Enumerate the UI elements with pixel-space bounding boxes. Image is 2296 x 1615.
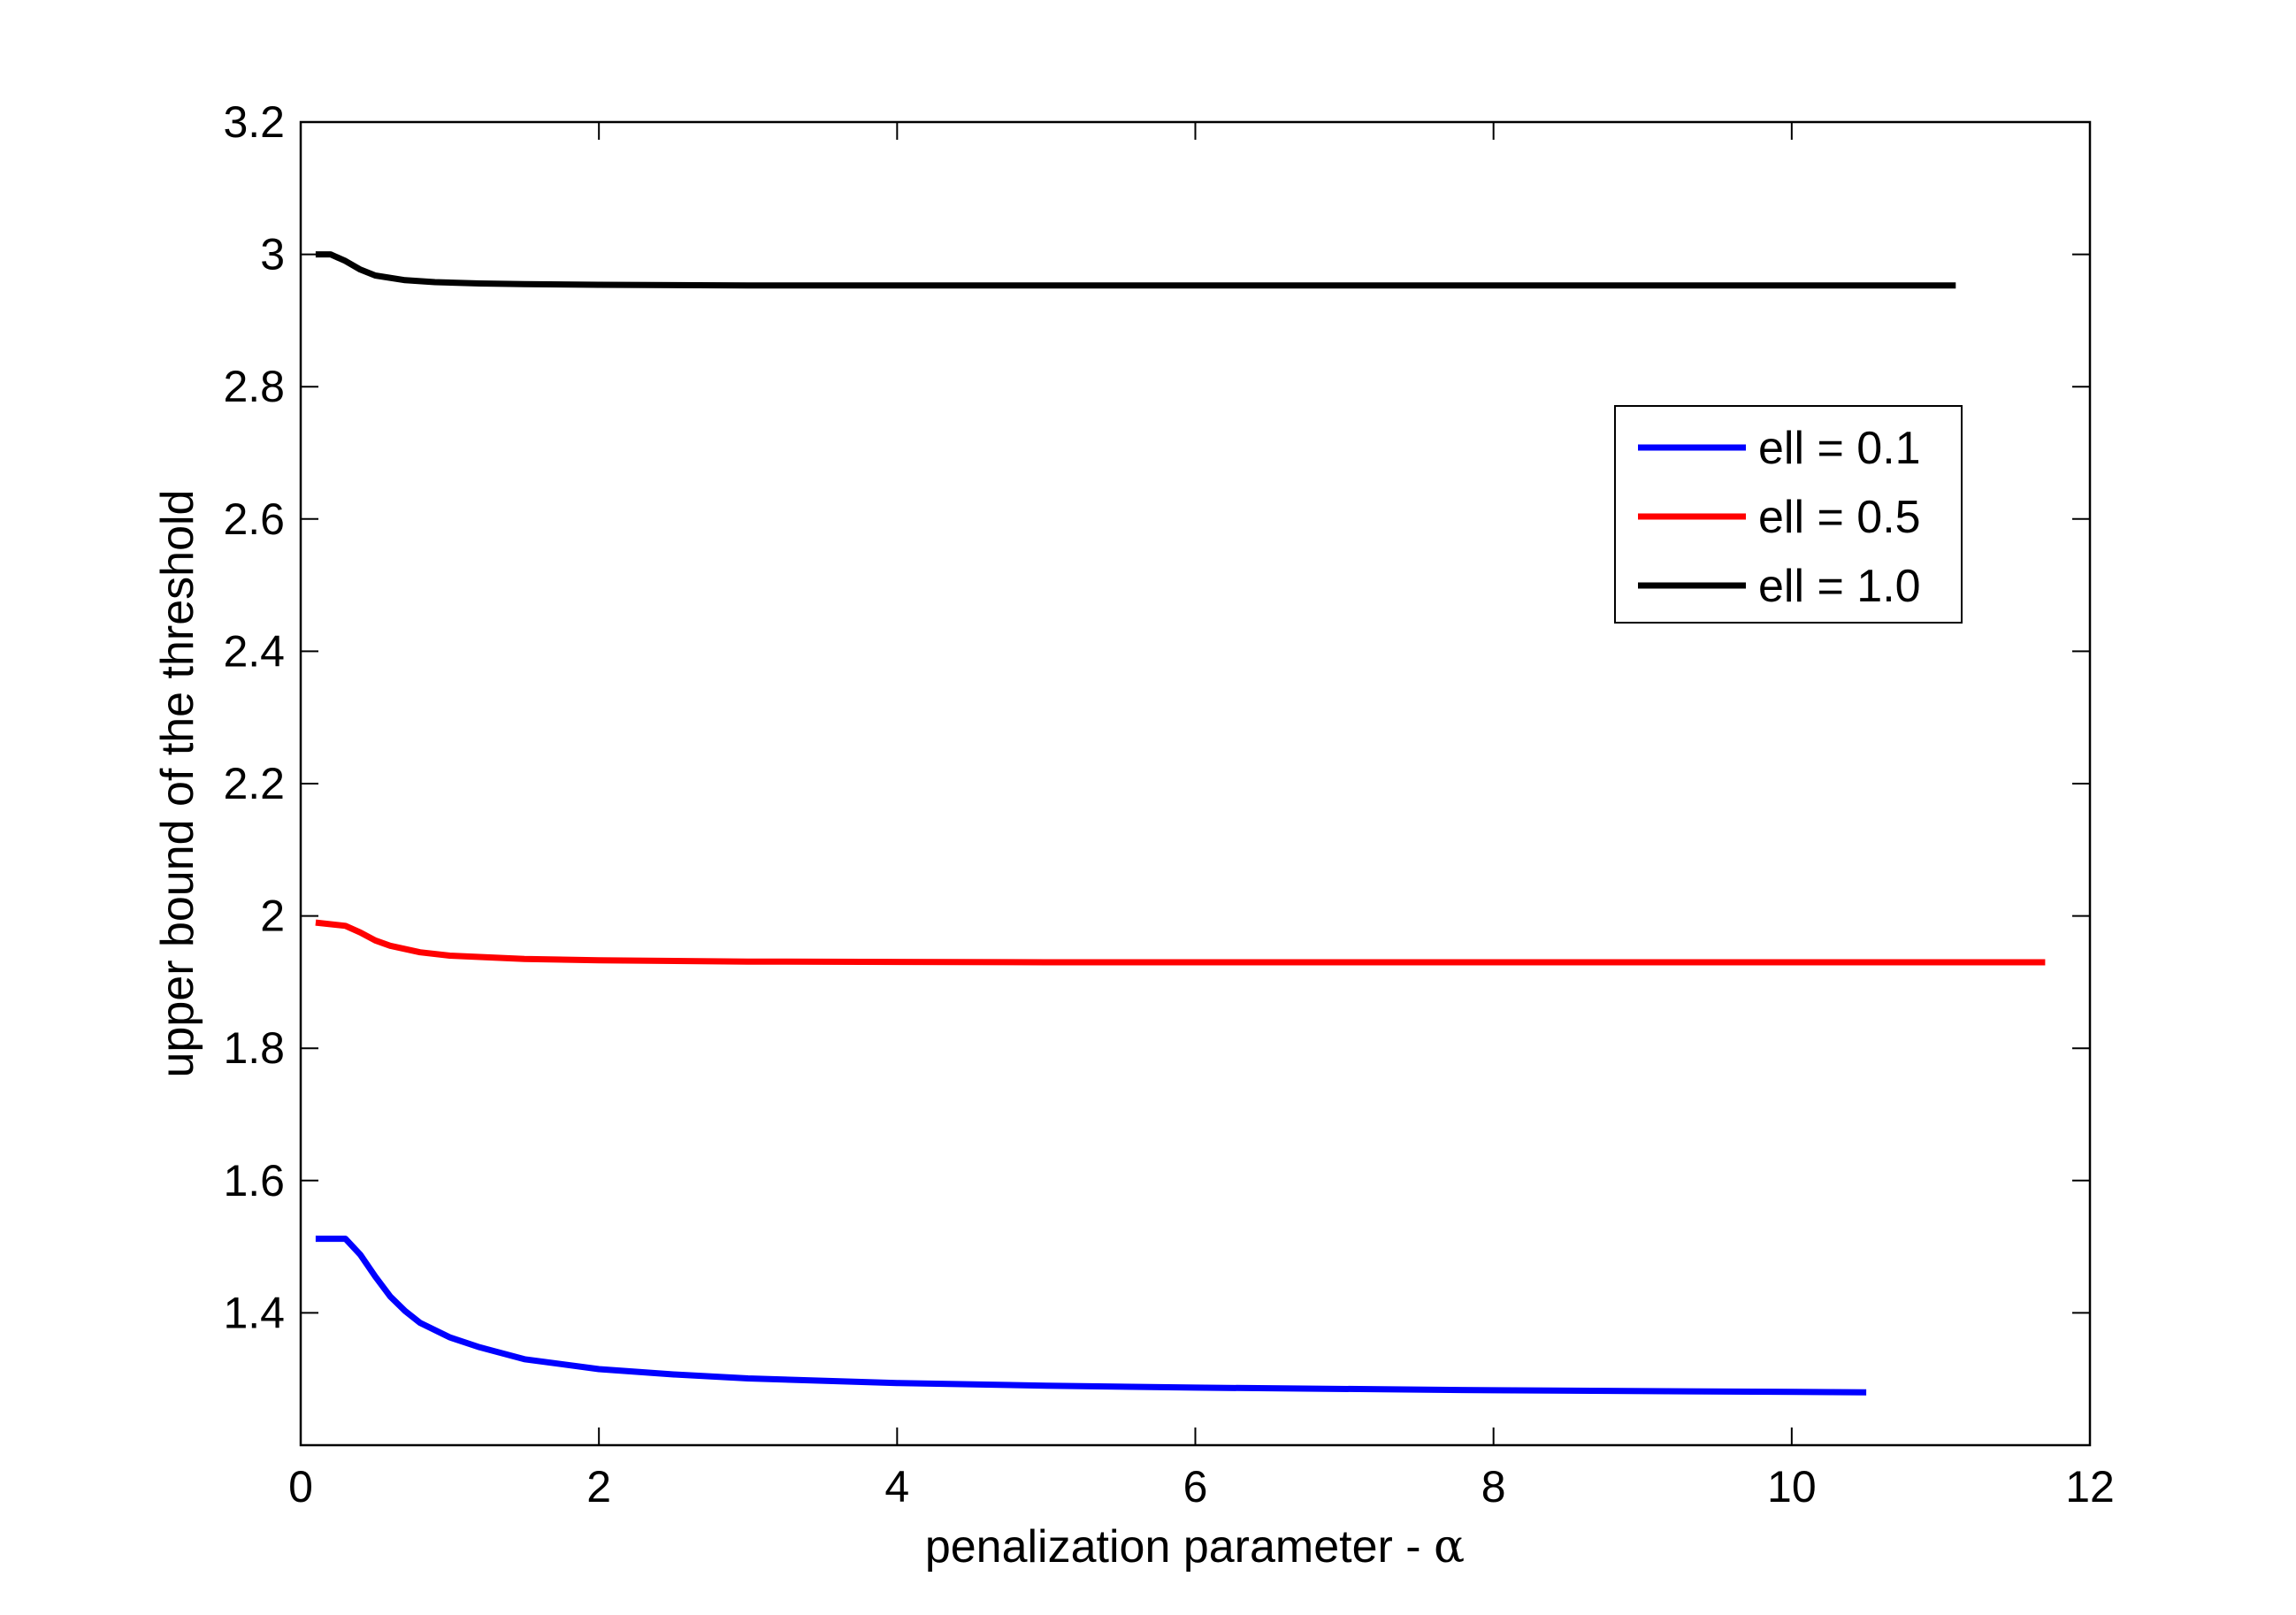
y-tick-label: 3 [260, 230, 285, 279]
x-tick-label: 0 [288, 1462, 313, 1512]
y-tick-label: 2.2 [223, 759, 285, 808]
plot-area [301, 122, 2090, 1445]
y-tick-label: 2.8 [223, 362, 285, 411]
x-tick-label: 12 [2065, 1462, 2115, 1512]
y-tick-label: 2.4 [223, 626, 285, 676]
y-tick-label: 2 [260, 892, 285, 941]
x-tick-label: 6 [1183, 1462, 1208, 1512]
series-line-1 [315, 1236, 1867, 1396]
legend-label-2: ell = 0.5 [1758, 492, 1921, 543]
legend: ell = 0.1 ell = 0.5 ell = 1.0 [1614, 405, 1963, 624]
y-tick-labels: 1.4 1.6 1.8 2 2.2 2.4 2.6 2.8 3 3.2 [223, 97, 285, 1337]
y-axis-label: upper bound of the threshold [152, 490, 203, 1078]
plot-frame [299, 120, 2092, 1447]
series-line-3 [315, 251, 1956, 289]
y-tick-label: 3.2 [223, 97, 285, 147]
legend-label-1: ell = 0.1 [1758, 423, 1921, 474]
series-line-2 [315, 919, 2046, 966]
y-tick-label: 1.4 [223, 1288, 285, 1337]
y-tick-label: 2.6 [223, 494, 285, 544]
x-tick-label: 2 [586, 1462, 611, 1512]
x-axis-label-symbol: α [1434, 1520, 1465, 1573]
x-axis-label-text: penalization parameter - [925, 1521, 1434, 1573]
y-tick-label: 1.8 [223, 1023, 285, 1073]
series-layer [315, 251, 2046, 1396]
y-tick-label: 1.6 [223, 1156, 285, 1206]
x-tick-labels: 0 2 4 6 8 10 12 [288, 1462, 2115, 1512]
x-tick-label: 10 [1767, 1462, 1817, 1512]
x-tick-label: 8 [1481, 1462, 1506, 1512]
legend-label-3: ell = 1.0 [1758, 561, 1921, 612]
x-axis-label: penalization parameter - α [925, 1520, 1465, 1573]
legend-entries: ell = 0.1 ell = 0.5 ell = 1.0 [1638, 423, 1921, 612]
x-tick-label: 4 [884, 1462, 909, 1512]
